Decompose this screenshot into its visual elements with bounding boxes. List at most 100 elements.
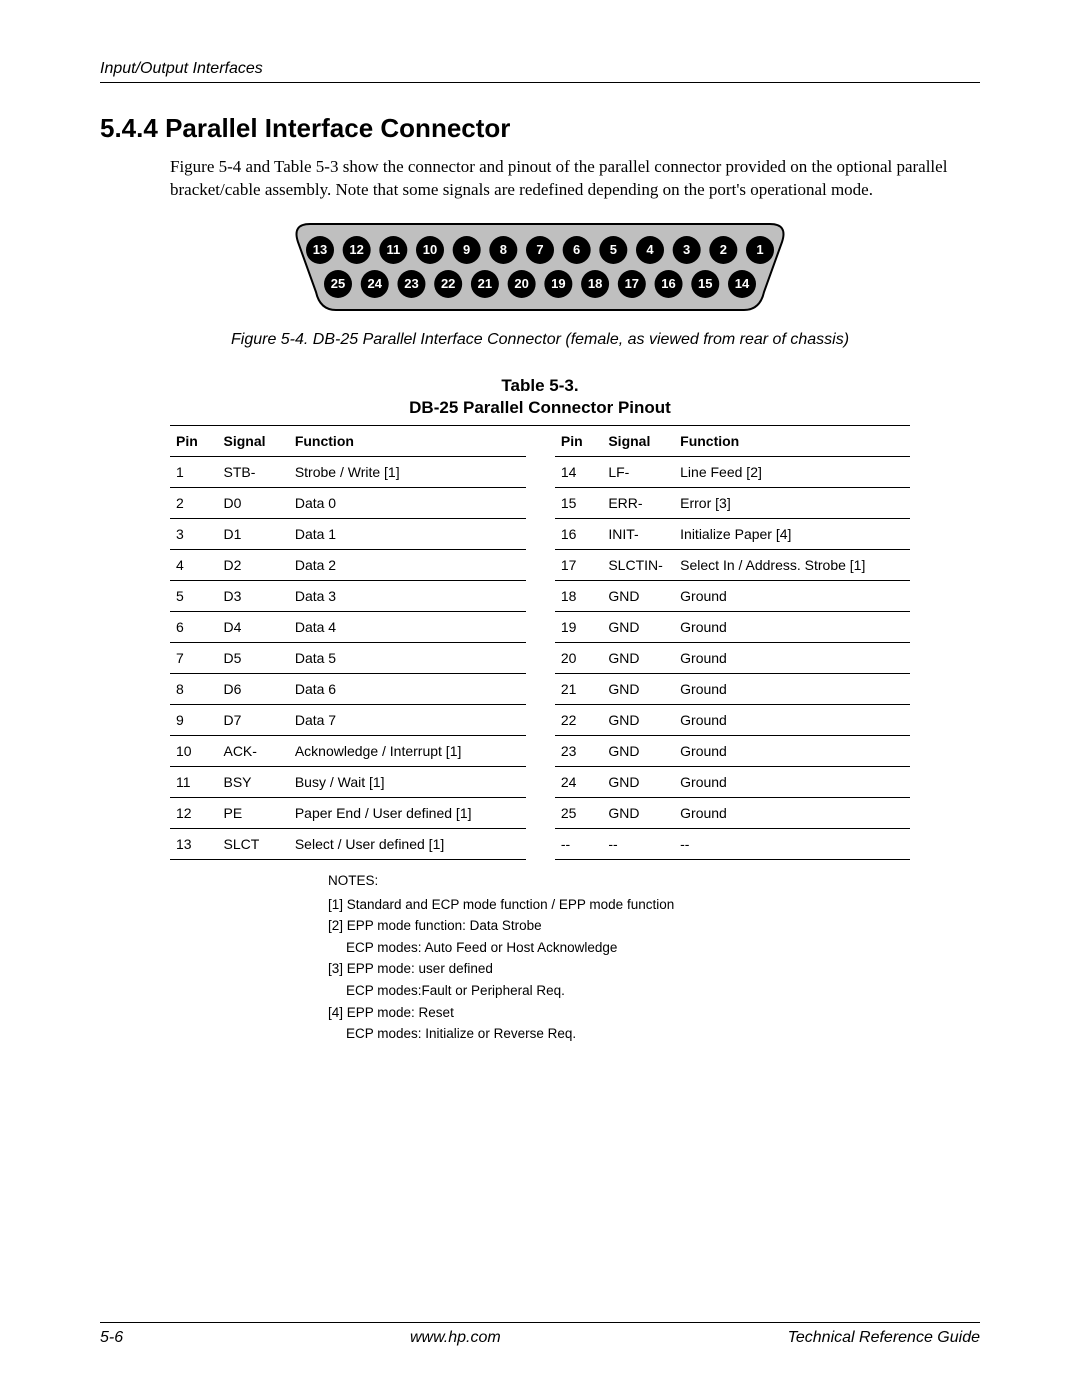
table-cell: Data 7 (289, 705, 526, 736)
table-row: 8D6Data 621GNDGround (170, 674, 910, 705)
table-cell: 18 (555, 581, 602, 612)
table-cell: Acknowledge / Interrupt [1] (289, 736, 526, 767)
table-cell: Ground (674, 705, 910, 736)
table-cell: GND (602, 581, 674, 612)
table-cell: Busy / Wait [1] (289, 767, 526, 798)
notes-line: [4] EPP mode: Reset (328, 1002, 980, 1024)
table-cell: Ground (674, 581, 910, 612)
table-cell-sep (526, 457, 555, 488)
table-cell: GND (602, 705, 674, 736)
table-cell: 11 (170, 767, 217, 798)
svg-text:21: 21 (478, 276, 492, 291)
table-row: 7D5Data 520GNDGround (170, 643, 910, 674)
table-cell: Data 0 (289, 488, 526, 519)
table-cell: Select / User defined [1] (289, 829, 526, 860)
table-cell: Data 3 (289, 581, 526, 612)
table-cell-sep (526, 643, 555, 674)
table-cell: -- (555, 829, 602, 860)
table-cell: INIT- (602, 519, 674, 550)
table-row: 4D2Data 2 17SLCTIN-Select In / Address. S… (170, 550, 910, 581)
table-cell: 25 (555, 798, 602, 829)
table-cell: D3 (217, 581, 288, 612)
svg-text:14: 14 (735, 276, 750, 291)
table-cell: GND (602, 674, 674, 705)
table-cell-sep (526, 798, 555, 829)
table-cell: -- (602, 829, 674, 860)
table-cell: Ground (674, 643, 910, 674)
table-cell: STB- (217, 457, 288, 488)
db25-connector-svg: 1312111098765432125242322212019181716151… (290, 222, 790, 312)
footer-page: 5-6 (100, 1329, 123, 1347)
table-cell: 17 (555, 550, 602, 581)
svg-text:22: 22 (441, 276, 455, 291)
svg-text:4: 4 (646, 242, 654, 257)
svg-text:5: 5 (610, 242, 617, 257)
table-row: 2D0Data 015ERR-Error [3] (170, 488, 910, 519)
svg-text:17: 17 (625, 276, 639, 291)
th-func-l: Function (289, 426, 526, 457)
section-heading: 5.4.4 Parallel Interface Connector (100, 113, 980, 144)
table-cell: 4 (170, 550, 217, 581)
svg-text:13: 13 (313, 242, 327, 257)
table-cell-sep (526, 581, 555, 612)
svg-text:24: 24 (367, 276, 382, 291)
table-cell: SLCTIN- (602, 550, 674, 581)
table-cell: D0 (217, 488, 288, 519)
svg-text:1: 1 (756, 242, 763, 257)
table-cell: 8 (170, 674, 217, 705)
svg-text:7: 7 (536, 242, 543, 257)
table-cell: 22 (555, 705, 602, 736)
table-cell-sep (526, 612, 555, 643)
table-title-line1: Table 5-3. (501, 376, 578, 395)
table-row: 10ACK-Acknowledge / Interrupt [1]23GNDGr… (170, 736, 910, 767)
table-cell: D2 (217, 550, 288, 581)
table-cell: GND (602, 767, 674, 798)
notes-block: NOTES: [1] Standard and ECP mode functio… (328, 870, 980, 1045)
table-row: 1STB-Strobe / Write [1]14LF-Line Feed [2… (170, 457, 910, 488)
table-cell: Ground (674, 767, 910, 798)
table-row: 12PEPaper End / User defined [1]25GNDGro… (170, 798, 910, 829)
table-cell: 2 (170, 488, 217, 519)
table-cell: Line Feed [2] (674, 457, 910, 488)
notes-line: [2] EPP mode function: Data Strobe (328, 915, 980, 937)
table-cell: Paper End / User defined [1] (289, 798, 526, 829)
table-header-row: Pin Signal Function Pin Signal Function (170, 426, 910, 457)
table-cell: 20 (555, 643, 602, 674)
table-cell: BSY (217, 767, 288, 798)
th-sep (526, 426, 555, 457)
header-rule (100, 82, 980, 83)
table-cell: GND (602, 643, 674, 674)
table-cell: D5 (217, 643, 288, 674)
table-cell: GND (602, 736, 674, 767)
table-cell: D1 (217, 519, 288, 550)
figure-caption: Figure 5-4. DB-25 Parallel Interface Con… (100, 331, 980, 349)
table-cell: Data 2 (289, 550, 526, 581)
table-cell-sep (526, 829, 555, 860)
table-cell: ACK- (217, 736, 288, 767)
th-pin-r: Pin (555, 426, 602, 457)
table-cell: Ground (674, 674, 910, 705)
table-cell: Ground (674, 736, 910, 767)
chapter-header: Input/Output Interfaces (100, 60, 980, 78)
footer-rule (100, 1322, 980, 1323)
table-cell: Initialize Paper [4] (674, 519, 910, 550)
svg-text:20: 20 (514, 276, 528, 291)
table-cell: Error [3] (674, 488, 910, 519)
table-cell: D6 (217, 674, 288, 705)
table-cell: Ground (674, 798, 910, 829)
table-cell: SLCT (217, 829, 288, 860)
table-cell: Strobe / Write [1] (289, 457, 526, 488)
table-cell: Data 4 (289, 612, 526, 643)
table-cell: Select In / Address. Strobe [1] (674, 550, 910, 581)
table-cell: 9 (170, 705, 217, 736)
table-cell: 19 (555, 612, 602, 643)
th-signal-r: Signal (602, 426, 674, 457)
section-title: Parallel Interface Connector (165, 113, 510, 143)
table-cell-sep (526, 736, 555, 767)
notes-line: ECP modes: Initialize or Reverse Req. (346, 1023, 980, 1045)
table-cell: D7 (217, 705, 288, 736)
svg-text:15: 15 (698, 276, 712, 291)
table-cell: Data 5 (289, 643, 526, 674)
table-cell: Data 1 (289, 519, 526, 550)
table-row: 13SLCTSelect / User defined [1]------ (170, 829, 910, 860)
